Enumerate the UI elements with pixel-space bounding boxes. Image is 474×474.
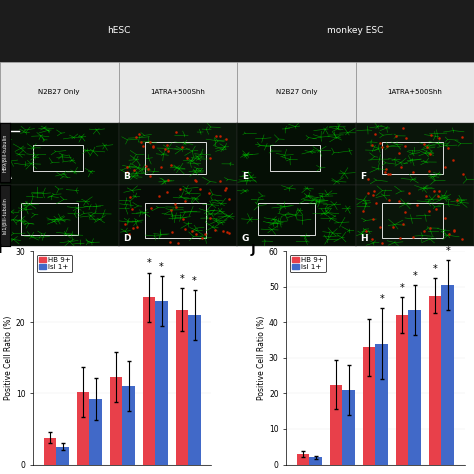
Text: *: * bbox=[180, 274, 184, 284]
Text: *: * bbox=[412, 271, 417, 281]
Bar bbox=[155, 301, 168, 465]
Text: N2B27 Only: N2B27 Only bbox=[38, 90, 80, 95]
Bar bbox=[375, 344, 388, 465]
Text: C: C bbox=[5, 234, 11, 243]
Text: hESC: hESC bbox=[107, 27, 130, 35]
Bar bbox=[188, 315, 201, 465]
Bar bbox=[33, 146, 83, 171]
Bar bbox=[409, 310, 421, 465]
Legend: HB 9+, Isl 1+: HB 9+, Isl 1+ bbox=[290, 255, 326, 272]
Bar bbox=[330, 384, 342, 465]
Bar bbox=[310, 457, 322, 465]
Legend: HB 9+, Isl 1+: HB 9+, Isl 1+ bbox=[36, 255, 73, 272]
Text: G: G bbox=[242, 234, 249, 243]
Bar bbox=[441, 285, 454, 465]
Text: *: * bbox=[400, 283, 404, 293]
Bar bbox=[342, 390, 355, 465]
Bar bbox=[145, 203, 206, 238]
Y-axis label: Positive Cell Ratio (%): Positive Cell Ratio (%) bbox=[4, 316, 13, 400]
Text: Isl1/βIII-tubulin: Isl1/βIII-tubulin bbox=[3, 197, 8, 234]
Bar bbox=[77, 392, 89, 465]
Bar bbox=[56, 447, 69, 465]
Text: D: D bbox=[123, 234, 131, 243]
Text: monkey ESC: monkey ESC bbox=[328, 27, 383, 35]
Text: 1ATRA+500Shh: 1ATRA+500Shh bbox=[387, 90, 442, 95]
Bar bbox=[145, 142, 206, 174]
Text: B: B bbox=[123, 172, 130, 181]
Text: *: * bbox=[433, 264, 438, 273]
Y-axis label: Positive Cell Ratio (%): Positive Cell Ratio (%) bbox=[257, 316, 266, 400]
Text: J: J bbox=[251, 243, 255, 255]
Text: *: * bbox=[146, 258, 151, 268]
Text: *: * bbox=[159, 262, 164, 272]
Bar bbox=[297, 454, 310, 465]
Bar bbox=[270, 146, 320, 171]
Text: 1ATRA+500Shh: 1ATRA+500Shh bbox=[150, 90, 205, 95]
Bar bbox=[363, 347, 375, 465]
Bar bbox=[396, 315, 409, 465]
Bar bbox=[21, 203, 78, 236]
Text: E: E bbox=[242, 172, 248, 181]
Text: N2B27 Only: N2B27 Only bbox=[275, 90, 317, 95]
Text: *: * bbox=[192, 276, 197, 286]
Text: HB9/βIII-tubulin: HB9/βIII-tubulin bbox=[3, 134, 8, 172]
Bar bbox=[44, 438, 56, 465]
Text: *: * bbox=[445, 246, 450, 256]
Bar bbox=[429, 296, 441, 465]
Bar bbox=[89, 399, 102, 465]
Bar bbox=[122, 386, 135, 465]
Text: A: A bbox=[5, 172, 12, 181]
Bar bbox=[176, 310, 188, 465]
Bar bbox=[258, 203, 315, 236]
Text: H: H bbox=[360, 234, 368, 243]
Bar bbox=[143, 298, 155, 465]
Text: I: I bbox=[0, 243, 2, 255]
Bar bbox=[382, 203, 443, 238]
Bar bbox=[382, 142, 443, 174]
Bar bbox=[110, 377, 122, 465]
Text: *: * bbox=[379, 294, 384, 304]
Text: F: F bbox=[360, 172, 366, 181]
